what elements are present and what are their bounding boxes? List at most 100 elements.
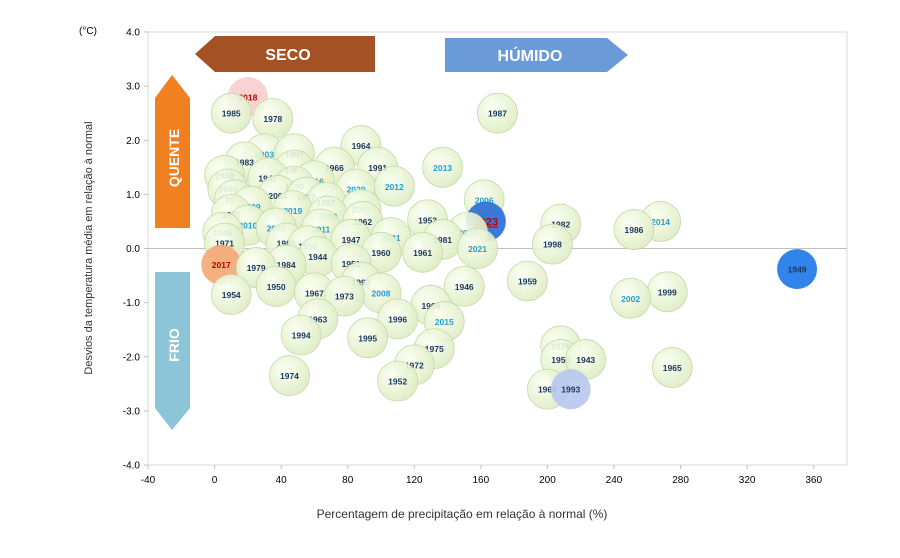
point-1998: 1998 bbox=[532, 223, 573, 265]
bubble-label: 1963 bbox=[308, 314, 327, 324]
bubble bbox=[507, 260, 548, 302]
bubble-label: 1966 bbox=[325, 163, 344, 173]
bubble-label: 2004 bbox=[268, 191, 287, 201]
bubble-label: 1950 bbox=[267, 282, 286, 292]
bubble-label: 1998 bbox=[543, 240, 562, 250]
y-tick-label: 4.0 bbox=[126, 28, 140, 39]
bubble-label: 1951 bbox=[342, 259, 361, 269]
bubble bbox=[323, 275, 365, 317]
bubble-label: 1984 bbox=[277, 260, 296, 270]
point-1986: 1986 bbox=[613, 209, 655, 250]
bubble bbox=[550, 369, 591, 410]
bubble-label: 1949 bbox=[788, 265, 807, 275]
data-points: 2018198519781987196420031997198319801966… bbox=[201, 76, 818, 410]
bubble-label: 1968 bbox=[421, 301, 440, 311]
x-tick-label: 280 bbox=[672, 475, 689, 486]
bubble bbox=[651, 347, 693, 388]
y-tick-label: 0.0 bbox=[126, 244, 140, 255]
bubble-label: 1992 bbox=[352, 278, 371, 288]
point-1961: 1961 bbox=[402, 231, 444, 273]
bubble-label: 1996 bbox=[388, 314, 407, 324]
bubble bbox=[457, 228, 498, 269]
bubble-label: 1974 bbox=[280, 371, 299, 381]
bubble-label: 1965 bbox=[663, 363, 682, 373]
bubble-label: 2011 bbox=[312, 225, 331, 235]
point-1950: 1950 bbox=[255, 265, 297, 307]
bubble-label: 1960 bbox=[372, 248, 391, 258]
point-1959: 1959 bbox=[507, 260, 548, 302]
frio-arrow bbox=[155, 272, 190, 430]
bubble-label: 1947 bbox=[342, 235, 361, 245]
quente-label: QUENTE bbox=[166, 129, 182, 187]
point-1985: 1985 bbox=[210, 92, 252, 134]
point-1993: 1993 bbox=[550, 369, 591, 410]
point-2012: 2012 bbox=[373, 165, 415, 207]
point-1952: 1952 bbox=[377, 360, 419, 402]
bubble-label: 1952 bbox=[388, 377, 407, 387]
x-tick-label: 160 bbox=[473, 475, 490, 486]
bubble-label: 1956 bbox=[551, 355, 570, 365]
point-1999: 1999 bbox=[646, 271, 688, 313]
point-1978: 1978 bbox=[252, 98, 294, 139]
x-tick-label: 80 bbox=[342, 475, 354, 486]
frio-label: FRIO bbox=[166, 328, 182, 362]
quente-arrow bbox=[155, 75, 190, 228]
x-tick-label: 200 bbox=[539, 475, 556, 486]
y-tick-label: -3.0 bbox=[123, 406, 141, 417]
bubble-label: 1954 bbox=[222, 290, 241, 300]
bubble bbox=[210, 274, 252, 315]
bubble-label: 1959 bbox=[518, 276, 537, 286]
bubble bbox=[377, 298, 419, 340]
x-tick-label: 240 bbox=[606, 475, 623, 486]
bubble-label: 2014 bbox=[651, 217, 670, 227]
bubble-label: 2019 bbox=[283, 206, 302, 216]
x-tick-label: 360 bbox=[805, 475, 822, 486]
bubble-label: 1943 bbox=[576, 355, 595, 365]
bubble-label: 1979 bbox=[247, 263, 266, 273]
bubble-label: 2010 bbox=[238, 221, 257, 231]
bubble-label: 2013 bbox=[433, 163, 452, 173]
y-tick-label: 3.0 bbox=[126, 82, 140, 93]
x-tick-label: 40 bbox=[276, 475, 288, 486]
bubble-label: 1987 bbox=[488, 109, 507, 119]
point-1965: 1965 bbox=[651, 347, 693, 388]
y-axis-label: Desvios da temperatura média em relação … bbox=[83, 121, 95, 374]
point-1995: 1995 bbox=[347, 317, 389, 359]
x-tick-label: -40 bbox=[141, 475, 156, 486]
bubble-label: 2018 bbox=[238, 92, 257, 102]
bubble-label: 1964 bbox=[352, 141, 371, 151]
bubble bbox=[477, 92, 518, 134]
bubble-label: 2002 bbox=[621, 294, 640, 304]
point-1949: 1949 bbox=[777, 249, 818, 290]
y-tick-label: -2.0 bbox=[123, 352, 141, 363]
bubble-label: 1989 bbox=[277, 239, 296, 249]
bubble-label: 1967 bbox=[305, 288, 324, 298]
x-axis-label: Percentagem de precipitação em relação à… bbox=[317, 507, 608, 521]
humido-arrow bbox=[445, 38, 628, 72]
bubble-label: 1983 bbox=[235, 157, 254, 167]
point-2002: 2002 bbox=[610, 277, 652, 319]
bubble-label: 1985 bbox=[222, 109, 241, 119]
bubble bbox=[269, 355, 310, 397]
bubble-label: 1981 bbox=[433, 235, 452, 245]
point-1987: 1987 bbox=[477, 92, 518, 134]
bubble bbox=[210, 92, 252, 134]
y-tick-label: 1.0 bbox=[126, 190, 140, 201]
bubble-label: 2006 bbox=[475, 195, 494, 205]
y-tick-label: -1.0 bbox=[123, 298, 141, 309]
point-2013: 2013 bbox=[422, 146, 463, 188]
bubble-label: 1961 bbox=[413, 248, 432, 258]
seco-label: SECO bbox=[265, 47, 310, 64]
x-tick-label: 120 bbox=[406, 475, 423, 486]
bubble-label: 1994 bbox=[292, 331, 311, 341]
bubble-label: 1999 bbox=[658, 287, 677, 297]
bubble-label: 2017 bbox=[212, 260, 231, 270]
bubble-label: 1993 bbox=[561, 385, 580, 395]
bubble bbox=[402, 231, 444, 273]
bubble bbox=[422, 146, 463, 188]
bubble-label: 1972 bbox=[405, 360, 424, 370]
bubble-label: 1946 bbox=[455, 282, 474, 292]
bubble-label: 1953 bbox=[418, 215, 437, 225]
bubble-label: 2015 bbox=[435, 317, 454, 327]
